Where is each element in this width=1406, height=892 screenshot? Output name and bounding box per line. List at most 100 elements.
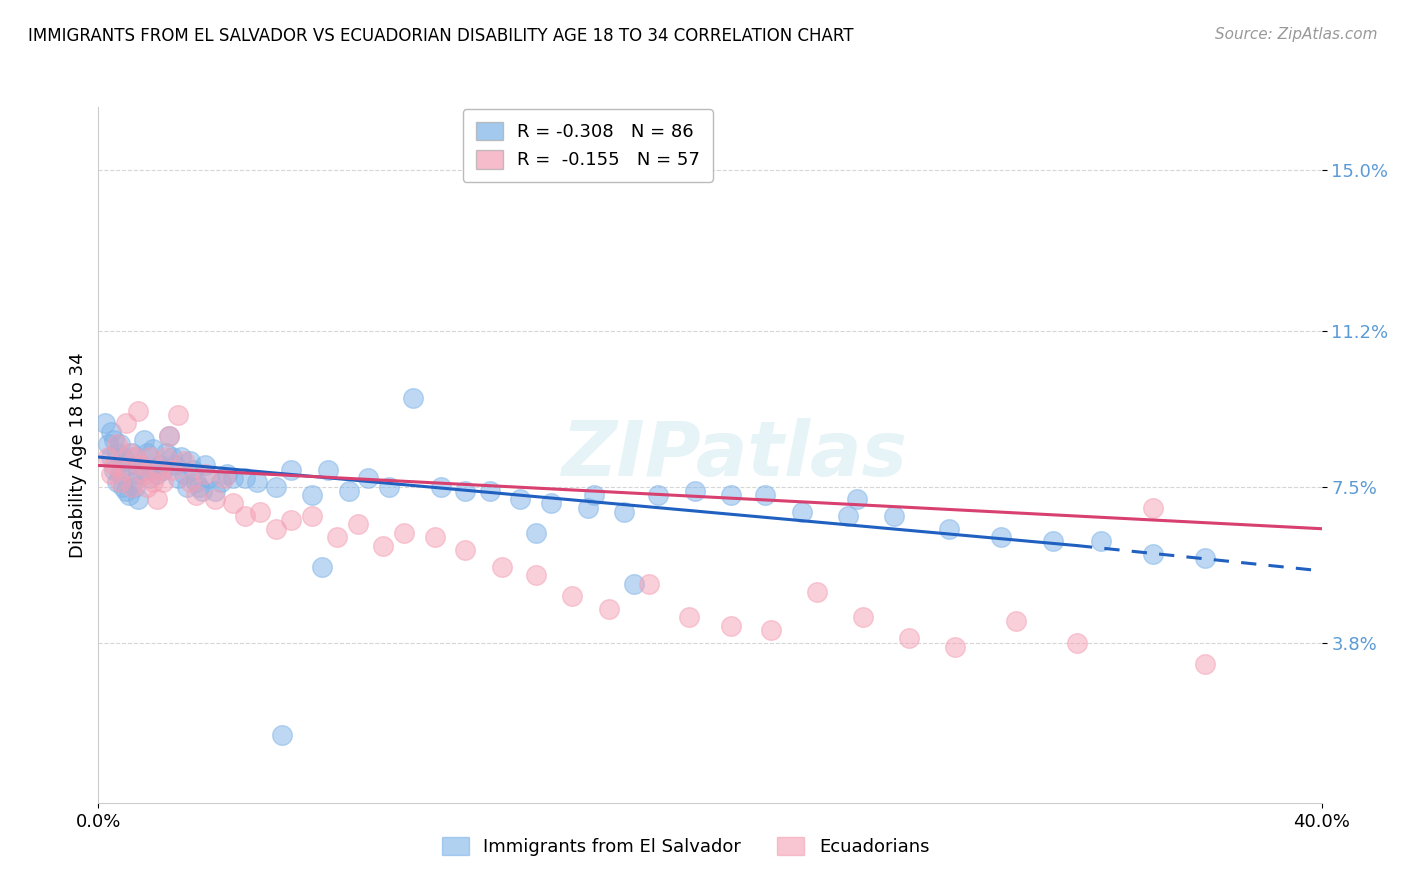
Point [264,479,287,493]
Point [249,505,271,519]
Point [371,539,394,553]
Point [121,475,143,490]
Point [454,542,477,557]
Point [311,559,333,574]
Point [157,429,180,443]
Point [100,425,122,439]
Point [142,442,165,456]
Point [280,513,302,527]
Point [155,450,177,464]
Point [1142,547,1164,561]
Point [173,454,195,468]
Point [173,467,195,481]
Point [194,467,217,481]
Point [111,479,134,493]
Point [186,488,208,502]
Point [139,450,162,464]
Point [883,509,905,524]
Point [121,479,143,493]
Point [115,454,138,468]
Point [124,479,146,493]
Point [139,471,162,485]
Point [423,530,446,544]
Point [188,479,211,493]
Point [1090,534,1112,549]
Point [108,475,131,490]
Point [540,496,562,510]
Point [1142,500,1164,515]
Point [316,463,339,477]
Point [179,475,201,490]
Point [111,463,134,477]
Point [127,467,149,481]
Point [430,479,453,493]
Point [124,450,146,464]
Point [129,458,152,473]
Point [683,483,706,498]
Point [118,488,141,502]
Point [1066,635,1088,649]
Point [127,492,149,507]
Point [264,522,287,536]
Point [233,471,256,485]
Point [108,467,131,481]
Text: IMMIGRANTS FROM EL SALVADOR VS ECUADORIAN DISABILITY AGE 18 TO 34 CORRELATION CH: IMMIGRANTS FROM EL SALVADOR VS ECUADORIA… [28,27,853,45]
Point [129,458,152,473]
Point [111,450,134,464]
Point [204,483,226,498]
Point [301,509,323,524]
Point [179,454,201,468]
Point [136,446,159,460]
Point [145,492,167,507]
Point [105,437,128,451]
Point [990,530,1012,544]
Point [402,391,425,405]
Point [121,446,143,460]
Point [613,505,636,519]
Point [105,446,128,460]
Point [194,458,217,473]
Point [115,417,138,431]
Point [167,408,190,422]
Point [103,458,125,473]
Point [576,500,599,515]
Point [561,589,583,603]
Text: Source: ZipAtlas.com: Source: ZipAtlas.com [1215,27,1378,42]
Point [105,475,128,490]
Point [943,640,966,654]
Point [1042,534,1064,549]
Text: ZIPatlas: ZIPatlas [561,418,907,491]
Point [118,446,141,460]
Point [108,437,131,451]
Point [149,458,172,473]
Point [181,463,204,477]
Y-axis label: Disability Age 18 to 34: Disability Age 18 to 34 [69,352,87,558]
Point [246,475,269,490]
Point [115,483,138,498]
Point [852,610,875,624]
Point [134,433,156,447]
Point [806,585,828,599]
Point [176,479,198,493]
Point [356,471,378,485]
Legend: Immigrants from El Salvador, Ecuadorians: Immigrants from El Salvador, Ecuadorians [434,830,936,863]
Point [790,505,813,519]
Point [378,479,401,493]
Point [215,467,238,481]
Point [754,488,776,502]
Point [212,471,235,485]
Point [100,450,122,464]
Point [759,623,782,637]
Point [478,483,501,498]
Point [222,496,245,510]
Point [454,483,477,498]
Point [204,492,226,507]
Point [167,471,190,485]
Point [270,728,292,742]
Point [136,479,159,493]
Point [209,475,232,490]
Point [160,450,183,464]
Point [103,463,125,477]
Point [598,602,620,616]
Point [152,463,174,477]
